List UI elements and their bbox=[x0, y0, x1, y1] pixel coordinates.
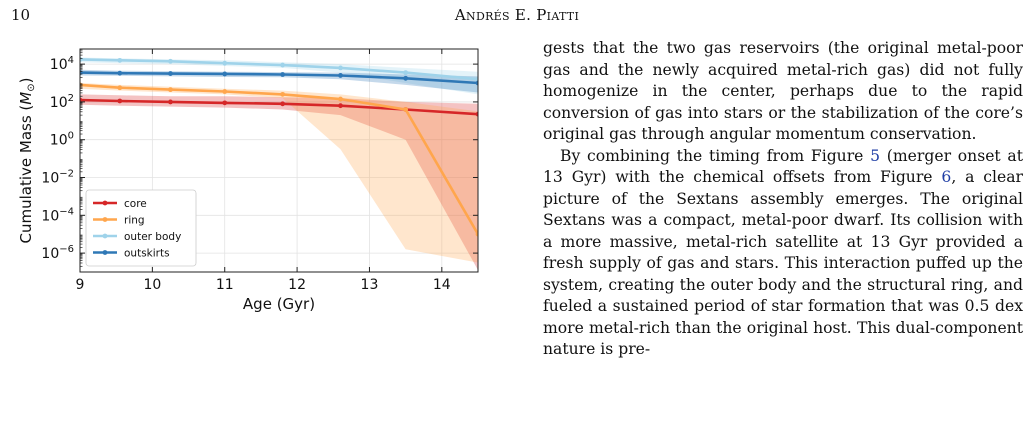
legend-label-outer-body: outer body bbox=[124, 231, 181, 243]
core-point bbox=[338, 103, 343, 109]
outer-body-point bbox=[403, 70, 409, 76]
core-point bbox=[222, 100, 228, 106]
y-tick-label: 100 bbox=[50, 131, 74, 149]
outer-body-line bbox=[80, 58, 478, 81]
page-number: 10 bbox=[11, 6, 31, 24]
outskirts-band bbox=[80, 69, 478, 93]
ring-point bbox=[117, 85, 123, 91]
paragraph-2-text-2: (merger onset at 13 Gyr) with the chemic… bbox=[543, 146, 1023, 187]
outskirts-point bbox=[280, 72, 286, 77]
x-tick-label: 12 bbox=[288, 277, 306, 293]
running-head: Andrés E. Piatti bbox=[454, 6, 580, 24]
ring-point bbox=[338, 96, 343, 102]
core-point bbox=[280, 101, 286, 107]
outer-body-point bbox=[222, 60, 228, 66]
paragraph-2-text-1: By combining the timing from Figure bbox=[560, 146, 871, 165]
legend-marker-core bbox=[102, 200, 108, 206]
outskirts-point bbox=[222, 71, 228, 77]
x-tick-label: 14 bbox=[433, 277, 451, 293]
outskirts-point bbox=[338, 73, 343, 78]
ring-point bbox=[403, 107, 409, 112]
outer-body-point bbox=[338, 65, 343, 71]
x-tick-label: 9 bbox=[76, 277, 85, 293]
ring-point bbox=[222, 89, 228, 94]
y-tick-label: 10−2 bbox=[41, 169, 74, 187]
legend-marker-outer-body bbox=[102, 233, 108, 239]
outer-body-point bbox=[280, 62, 286, 68]
outer-body-point bbox=[117, 57, 123, 63]
paragraph-2-text-3: , a clear picture of the Sextans assembl… bbox=[543, 168, 1023, 358]
y-axis-label: Cumulative Mass (M⊙) bbox=[17, 78, 37, 244]
ring-point bbox=[280, 91, 286, 97]
outer-body-band bbox=[80, 57, 478, 95]
core-point bbox=[475, 111, 478, 117]
outskirts-point bbox=[403, 75, 409, 81]
cumulative-mass-chart: 9 10 11 12 13 14 10−6 10−4 10−2 100 102 104 Age (Gyr… bbox=[17, 48, 479, 313]
core-point bbox=[80, 97, 83, 103]
x-tick-label: 11 bbox=[216, 277, 234, 293]
x-tick-label: 10 bbox=[143, 277, 161, 293]
y-tick-label: 10−4 bbox=[41, 206, 74, 224]
x-axis-label: Age (Gyr) bbox=[243, 295, 315, 313]
ring-line bbox=[80, 83, 478, 235]
body-text: gests that the two gas reservoirs (the o… bbox=[543, 38, 1023, 361]
ring-point bbox=[475, 231, 478, 237]
outer-body-point bbox=[168, 58, 173, 64]
outskirts-point bbox=[168, 71, 173, 76]
legend-label-core: core bbox=[124, 198, 147, 210]
outer-body-point bbox=[475, 76, 478, 82]
y-tick-label: 10−6 bbox=[41, 244, 74, 262]
legend-box bbox=[85, 189, 197, 267]
legend-marker-ring bbox=[102, 217, 108, 222]
x-tick-label: 13 bbox=[361, 277, 379, 293]
core-point bbox=[168, 99, 173, 105]
outskirts-point bbox=[475, 80, 478, 86]
mass-assembly-figure: 9 10 11 12 13 14 10−6 10−4 10−2 100 102 104 Age (Gyr… bbox=[0, 36, 500, 423]
ring-point bbox=[168, 87, 173, 93]
legend-marker-outskirts bbox=[102, 250, 108, 255]
paragraph-2: By combining the timing from Figure 5 (m… bbox=[543, 146, 1023, 361]
outskirts-point bbox=[117, 70, 123, 76]
outskirts-line bbox=[80, 71, 478, 85]
core-point bbox=[117, 98, 123, 104]
y-tick-label: 102 bbox=[50, 93, 74, 111]
legend: core ring outer body outskirts bbox=[85, 189, 197, 267]
ring-band bbox=[80, 83, 478, 263]
y-tick-label: 104 bbox=[50, 55, 74, 73]
legend-label-outskirts: outskirts bbox=[124, 248, 170, 260]
plot-area bbox=[80, 56, 478, 271]
figure-6-link[interactable]: 6 bbox=[941, 168, 952, 186]
legend-label-ring: ring bbox=[124, 215, 145, 227]
figure-5-link[interactable]: 5 bbox=[870, 146, 881, 165]
paragraph-1: gests that the two gas reservoirs (the o… bbox=[543, 39, 1023, 143]
